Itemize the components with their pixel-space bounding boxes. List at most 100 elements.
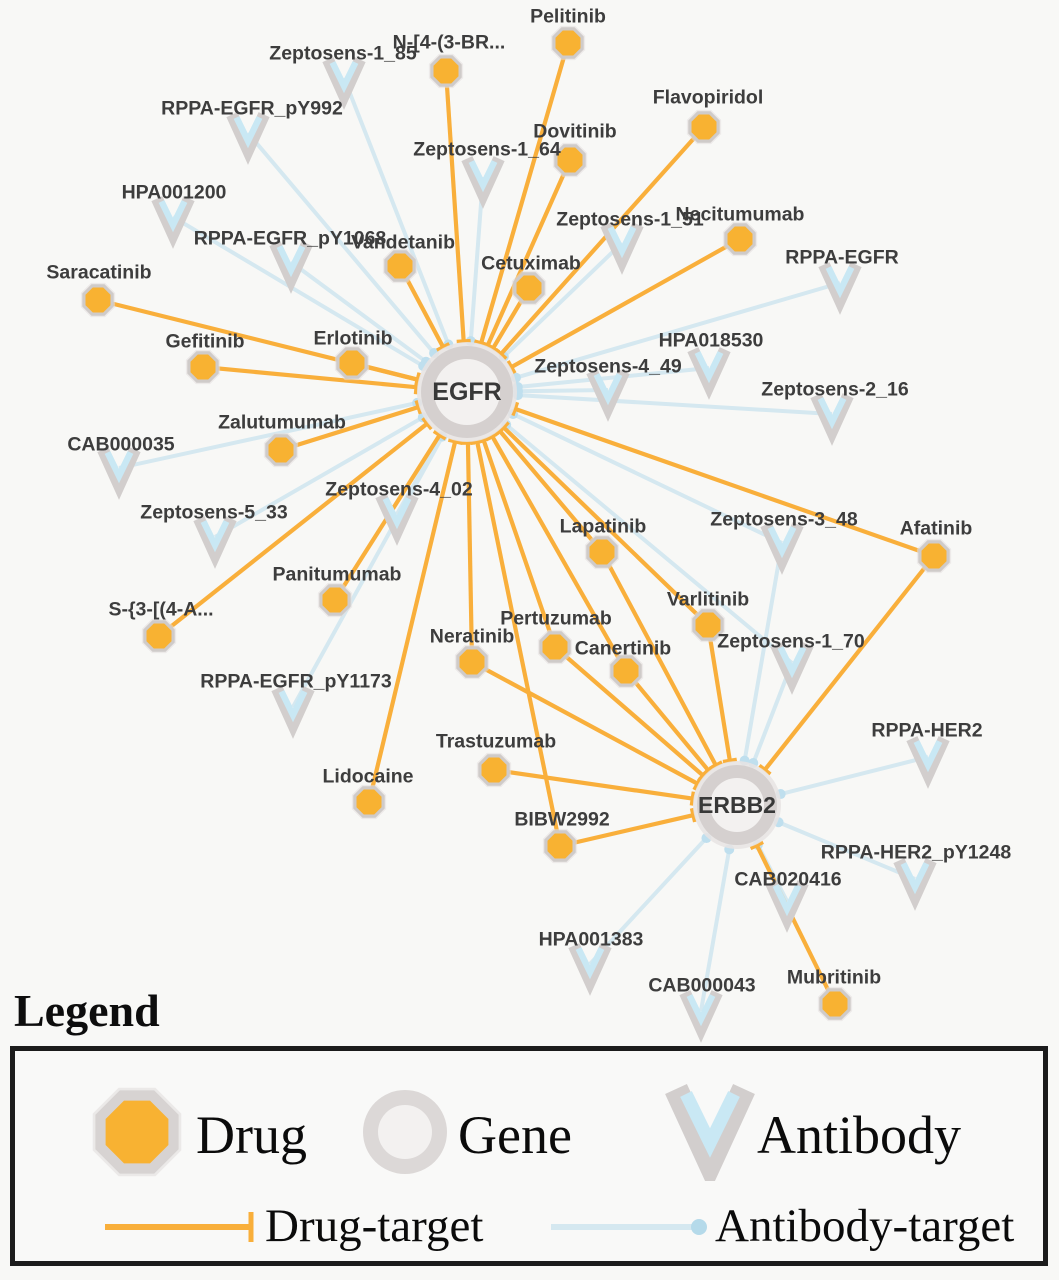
node-label-Pelitinib: Pelitinib xyxy=(530,6,606,28)
antibody-node-RPPA-EGFR xyxy=(818,262,862,315)
antibody-node-Zeptosens-2_16 xyxy=(810,393,854,446)
node-label-Canertinib: Canertinib xyxy=(575,638,672,660)
drug-target-tbar xyxy=(689,807,697,823)
node-label-CAB000035: CAB000035 xyxy=(67,434,174,456)
edge-RPPA-HER2-ERBB2 xyxy=(780,755,929,796)
edge-Varlitinib-ERBB2 xyxy=(705,624,732,761)
node-label-Dovitinib: Dovitinib xyxy=(533,121,616,143)
node-label-Mubritinib: Mubritinib xyxy=(787,967,881,989)
edge-Zeptosens-3_48-ERBB2 xyxy=(742,542,784,761)
antibody-node-HPA018530 xyxy=(687,347,731,400)
node-label-RPPA-HER2: RPPA-HER2 xyxy=(871,720,982,742)
drug-node-Lapatinib xyxy=(584,534,620,570)
drug-node-Gefitinib xyxy=(185,349,221,385)
drug-target-tbar xyxy=(497,421,510,434)
edge-Pertuzumab-EGFR xyxy=(481,439,557,648)
node-label-Lidocaine: Lidocaine xyxy=(322,766,413,788)
edge-Varlitinib-EGFR xyxy=(502,425,710,627)
drug-node-Zalutumumab xyxy=(263,432,299,468)
node-label-Trastuzumab: Trastuzumab xyxy=(436,731,556,753)
node-label-RPPA-EGFR_pY992: RPPA-EGFR_pY992 xyxy=(161,98,343,120)
drug-node-Lidocaine xyxy=(351,784,387,820)
drug-node-Necitumumab xyxy=(722,221,758,257)
drug-node-icon xyxy=(92,1087,182,1177)
node-label-RPPA-EGFR: RPPA-EGFR xyxy=(785,247,898,269)
node-label-RPPA-EGFR_pY1173: RPPA-EGFR_pY1173 xyxy=(200,671,392,693)
drug-target-tbar xyxy=(456,338,471,344)
drug-node-Mubritinib xyxy=(817,986,853,1022)
node-label-HPA001383: HPA001383 xyxy=(539,929,644,951)
antibody-node-icon xyxy=(665,1083,755,1181)
node-label-Erlotinib: Erlotinib xyxy=(313,328,392,350)
edge-Zeptosens-1_51-EGFR xyxy=(502,241,624,359)
node-label-Saracatinib: Saracatinib xyxy=(46,262,151,284)
drug-target-tbar xyxy=(470,438,485,446)
drug-node-Vandetanib xyxy=(382,248,418,284)
node-label-RPPA-EGFR_pY1068: RPPA-EGFR_pY1068 xyxy=(194,228,387,250)
drug-target-tbar xyxy=(758,763,772,776)
drug-node-BIBW2992 xyxy=(542,828,578,864)
edge-Lidocaine-EGFR xyxy=(366,441,458,803)
legend-drug-target-label: Drug-target xyxy=(265,1199,484,1252)
drug-target-tbar xyxy=(511,401,520,417)
antibody-node-CAB000043 xyxy=(679,990,723,1043)
node-label-Zeptosens-5_33: Zeptosens-5_33 xyxy=(140,502,288,524)
gene-label-ERBB2: ERBB2 xyxy=(698,792,776,818)
edge-Zeptosens-5_33-EGFR xyxy=(214,415,424,539)
drug-node-S-{3-[(4-A... xyxy=(141,618,177,654)
node-label-Neratinib: Neratinib xyxy=(430,626,515,648)
edges-layer xyxy=(97,42,936,1012)
node-label-BIBW2992: BIBW2992 xyxy=(514,809,610,831)
drug-node-Panitumumab xyxy=(317,582,353,618)
drug-node-Neratinib xyxy=(454,644,490,680)
edge-BIBW2992-ERBB2 xyxy=(559,813,694,849)
antibody-node-Zeptosens-5_33 xyxy=(193,516,237,569)
drug-target-tbar xyxy=(486,343,501,354)
drug-node-Pelitinib xyxy=(550,25,586,61)
node-label-Zalutumumab: Zalutumumab xyxy=(218,412,346,434)
labels-layer: Pelitinib N-[4-(3-BR...Zeptosens-1_85 Flav… xyxy=(46,6,1011,997)
drug-target-tbar xyxy=(414,372,422,387)
node-label-Vandetanib: Vandetanib xyxy=(351,232,455,254)
node-label-Zeptosens-1_85: Zeptosens-1_85 xyxy=(269,43,417,65)
node-label-S-{3-[(4-A...: S-{3-[(4-A... xyxy=(108,599,213,621)
edge-HPA001200-EGFR xyxy=(171,215,425,368)
drug-layer xyxy=(80,25,952,1022)
edge-HPA001383-ERBB2 xyxy=(588,836,708,966)
drug-node-N-[4-(3-BR... xyxy=(428,53,464,89)
drug-target-tbar xyxy=(421,417,433,431)
edge-Zalutumumab-EGFR xyxy=(280,405,419,453)
antibody-node-CAB020416 xyxy=(765,880,809,933)
edge-Zeptosens-2_16-EGFR xyxy=(517,393,833,416)
antibody-node-HPA001383 xyxy=(568,943,612,996)
edge-Lapatinib-EGFR xyxy=(498,429,604,554)
drug-target-tbar xyxy=(506,360,517,375)
edge-HPA018530-EGFR xyxy=(517,366,710,389)
edge-Afatinib-EGFR xyxy=(514,406,935,558)
node-label-Zeptosens-4_02: Zeptosens-4_02 xyxy=(325,479,473,501)
edge-S-{3-[(4-A...-EGFR xyxy=(157,422,429,638)
edge-Pelitinib-EGFR xyxy=(479,42,571,344)
antibody-target-edge-icon xyxy=(551,1219,707,1235)
antibody-node-Zeptosens-1_70 xyxy=(770,642,814,695)
gene-node-icon xyxy=(363,1090,447,1174)
edge-Canertinib-EGFR xyxy=(490,435,628,673)
edge-N-[4-(3-BR...-EGFR xyxy=(443,70,466,342)
legend-drug-label: Drug xyxy=(196,1104,307,1165)
edge-Zeptosens-3_48-EGFR xyxy=(512,412,783,545)
drug-target-tbar xyxy=(414,399,423,415)
node-label-Zeptosens-1_70: Zeptosens-1_70 xyxy=(717,631,865,653)
drug-node-Flavopiridol xyxy=(686,109,722,145)
node-label-Gefitinib: Gefitinib xyxy=(165,331,244,353)
node-label-Flavopiridol: Flavopiridol xyxy=(653,87,764,109)
gene-layer: EGFR ERBB2 xyxy=(417,342,781,849)
antibody-layer xyxy=(97,57,950,1043)
node-label-Lapatinib: Lapatinib xyxy=(560,516,647,538)
legend-antibody-target-label: Antibody-target xyxy=(715,1199,1015,1252)
antibody-node-RPPA-HER2_pY1248 xyxy=(893,858,937,911)
drug-node-Varlitinib xyxy=(690,607,726,643)
antibody-node-CAB000035 xyxy=(97,447,141,500)
node-label-HPA018530: HPA018530 xyxy=(659,330,764,352)
